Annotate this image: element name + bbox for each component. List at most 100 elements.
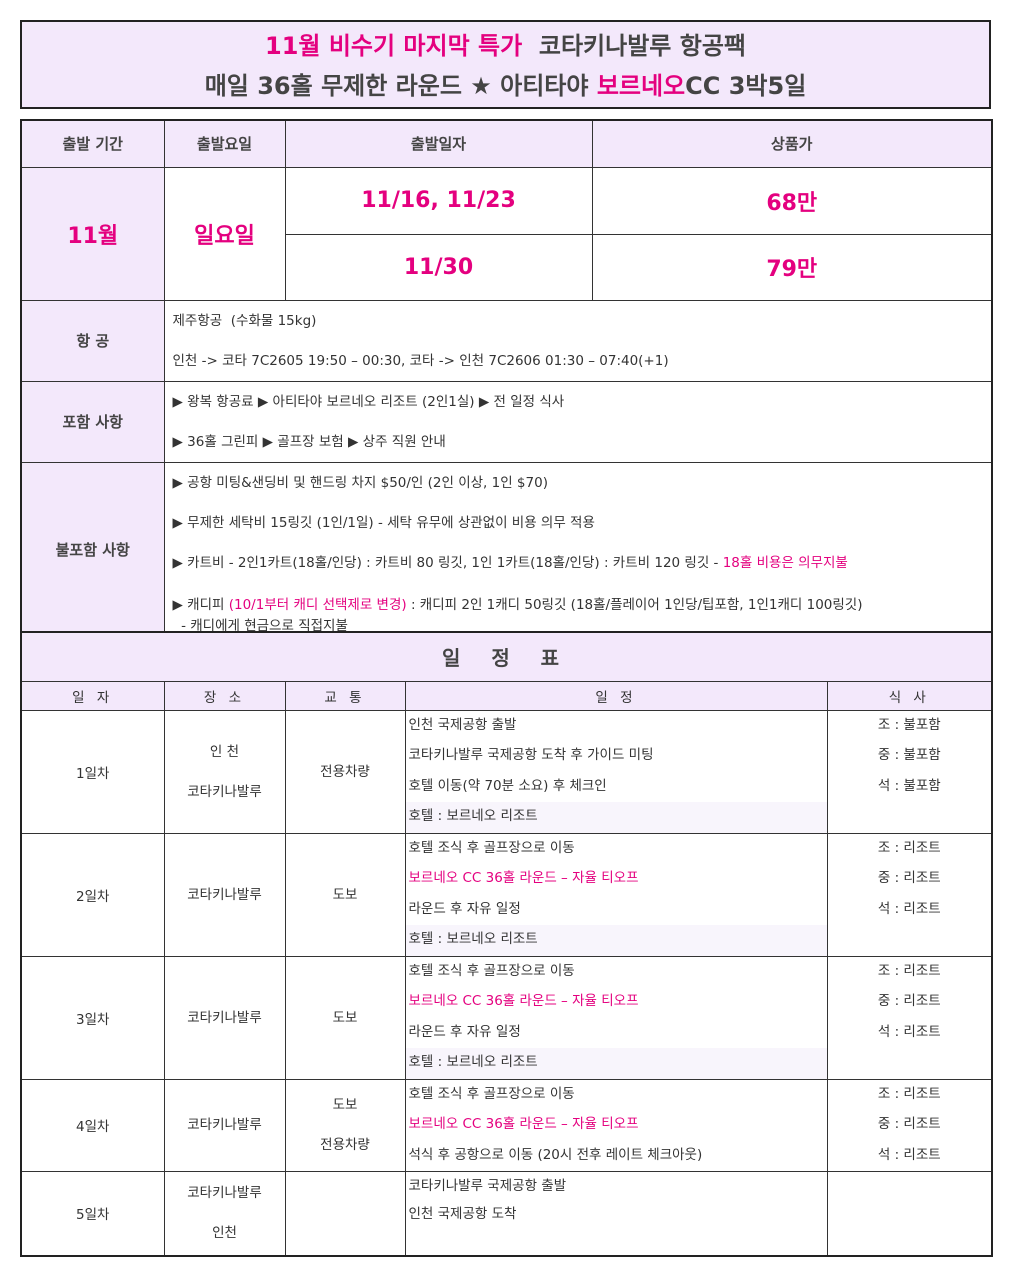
itinerary-item: 인천 국제공항 출발 [408,716,517,733]
departure-dates: 11/30 [284,233,593,301]
meal: 조 : 불포함 [877,716,941,733]
meals-cell: 조 : 리조트 중 : 리조트 석 : 리조트 [826,955,993,1080]
day-cell: 4일차 [20,1078,165,1172]
info-line: ▶ 카트비 - 2인1카트(18홀/인당) : 카트비 80 링깃, 1인 1카… [173,543,984,583]
schedule-header: 일 자 [20,680,165,711]
text-segment: ▶ 왕복 항공료 ▶ 아티타야 보르네오 리조트 (2인1실) ▶ 전 일정 식… [172,393,565,410]
departure-dates: 11/16, 11/23 [284,166,593,235]
meals-cell: 조 : 리조트 중 : 리조트 석 : 리조트 [826,1078,993,1172]
header-price: 상품가 [591,119,993,168]
section-label: 항 공 [20,299,165,382]
meal: 중 : 불포함 [877,747,941,763]
highlight-text: 11월 비수기 마지막 특가 [265,32,523,60]
itinerary-item: 보르네오 CC 36홀 라운드 – 자율 티오프 [408,993,639,1009]
weekday-value: 일요일 [163,166,286,301]
info-line: ▶ 왕복 항공료 ▶ 아티타야 보르네오 리조트 (2인1실) ▶ 전 일정 식… [173,382,984,422]
schedule-title: 일 정 표 [20,631,993,682]
place: 코타키나발루 [187,1185,262,1202]
place: 코타키나발루 [187,886,262,903]
section-content: ▶ 왕복 항공료 ▶ 아티타야 보르네오 리조트 (2인1실) ▶ 전 일정 식… [163,380,993,463]
day-cell: 3일차 [20,955,165,1080]
itinerary-item: 코타키나발루 국제공항 도착 후 가이드 미팅 [408,747,654,763]
text-segment: 제주항공 (수화물 15kg) [172,312,317,329]
meal: 조 : 리조트 [877,962,941,979]
meal: 중 : 리조트 [877,993,941,1009]
meal: 석 : 리조트 [877,1146,941,1163]
itinerary-item: 보르네오 CC 36홀 라운드 – 자율 티오프 [408,870,639,886]
transport-cell: 도보 [284,832,406,957]
meal: 중 : 리조트 [877,870,941,886]
schedule-row: 2일차 코타키나발루 도보 호텔 조식 후 골프장으로 이동 보르네오 CC 36홀 라… [20,832,993,957]
header-weekday: 출발요일 [163,119,286,168]
place: 코타키나발루 [187,1117,262,1134]
itinerary-item: 석식 후 공항으로 이동 (20시 전후 레이트 체크아웃) [408,1146,703,1163]
price-table: 출발 기간 출발요일 출발일자 상품가 11월 일요일 11/16, 11/23… [20,119,993,639]
text-segment: ▶ 공항 미팅&샌딩비 및 핸드링 차지 $50/인 (2인 이상, 1인 $7… [172,474,548,491]
text-segment: 코타키나발루 항공팩 [522,32,746,60]
promo-title: 11월 비수기 마지막 특가 코타키나발루 항공팩 매일 36홀 무제한 라운드… [20,20,991,109]
place-cell: 코타키나발루 [163,955,286,1080]
info-line: ▶ 무제한 세탁비 15링깃 (1인/1일) - 세탁 유무에 상관없이 비용 … [173,503,984,543]
meal: 석 : 리조트 [877,900,941,917]
schedule-header: 장 소 [163,680,286,711]
text-segment: 인천 -> 코타 7C2605 19:50 – 00:30, 코타 -> 인천 … [172,352,669,369]
section-label: 포함 사항 [20,380,165,463]
place: 코타키나발루 [187,783,262,800]
text-segment: CC 3박5일 [685,72,807,100]
header-period: 출발 기간 [20,119,165,168]
schedule-row: 5일차 코타키나발루 인천 코타키나발루 국제공항 출발 인천 국제공항 도착 [20,1171,993,1256]
highlight-text: 보르네오 [596,72,686,100]
section-content: 제주항공 (수화물 15kg) 인천 -> 코타 7C2605 19:50 – 0… [163,299,993,382]
place-cell: 코타키나발루 [163,1078,286,1172]
title-line-2: 매일 36홀 무제한 라운드 ★ 아티타야 보르네오CC 3박5일 [22,66,989,106]
text-segment: ▶ 무제한 세탁비 15링깃 (1인/1일) - 세탁 유무에 상관없이 비용 … [172,514,595,531]
itinerary-item: 인천 국제공항 도착 [408,1206,517,1222]
transport-cell: 도보 [284,955,406,1080]
highlight-text: 18홀 비용은 의무지불 [722,554,848,571]
schedule-row: 4일차 코타키나발루 도보 전용차량 호텔 조식 후 골프장으로 이동 보르네오 CC 3… [20,1078,993,1172]
itinerary-item: 호텔 조식 후 골프장으로 이동 [408,1085,575,1102]
info-line: 인천 -> 코타 7C2605 19:50 – 00:30, 코타 -> 인천 … [173,341,984,381]
itinerary-item: 보르네오 CC 36홀 라운드 – 자율 티오프 [408,1116,639,1132]
schedule-header: 일 정 [404,680,828,711]
section-content: ▶ 공항 미팅&샌딩비 및 핸드링 차지 $50/인 (2인 이상, 1인 $7… [163,461,993,638]
info-line: 제주항공 (수화물 15kg) [173,301,984,341]
meal: 조 : 리조트 [877,839,941,856]
transport: 도보 [332,886,358,903]
itinerary-item: 호텔 : 보르네오 리조트 [405,1048,827,1079]
place-cell: 인 천 코타키나발루 [163,709,286,834]
place-cell: 코타키나발루 [163,832,286,957]
title-line-1: 11월 비수기 마지막 특가 코타키나발루 항공팩 [22,26,989,66]
itinerary-item: 라운드 후 자유 일정 [408,1023,521,1040]
itinerary-item: 호텔 : 보르네오 리조트 [405,925,827,956]
text-segment: : 캐디피 2인 1캐디 50링깃 (18홀/플레이어 1인당/팁포함, 1인1… [406,596,863,613]
itinerary-item: 호텔 : 보르네오 리조트 [405,802,827,833]
meal: 중 : 리조트 [877,1116,941,1132]
transport: 도보 [332,1097,358,1114]
transport-cell [284,1171,406,1256]
transport-cell: 전용차량 [284,709,406,834]
itinerary-item: 호텔 조식 후 골프장으로 이동 [408,962,575,979]
itinerary-item: 코타키나발루 국제공항 출발 [408,1178,567,1194]
text-segment: ▶ 카트비 - 2인1카트(18홀/인당) : 카트비 80 링깃, 1인 1카… [172,554,723,571]
schedule-row: 1일차 인 천 코타키나발루 전용차량 인천 국제공항 출발 코타키나발루 국제공항 도착… [20,709,993,834]
highlight-text: (10/1부터 캐디 선택제로 변경) [228,596,407,613]
transport: 전용차량 [320,1137,370,1154]
itinerary-cell: 인천 국제공항 출발 코타키나발루 국제공항 도착 후 가이드 미팅 호텔 이동(약… [404,709,828,834]
meals-cell: 조 : 불포함 중 : 불포함 석 : 불포함 [826,709,993,834]
text-segment: ▶ 36홀 그린피 ▶ 골프장 보험 ▶ 상주 직원 안내 [172,433,446,450]
text-segment: - 캐디에게 현금으로 직접지불 [172,617,348,634]
info-line: ▶ 공항 미팅&샌딩비 및 핸드링 차지 $50/인 (2인 이상, 1인 $7… [173,463,984,503]
info-line: ▶ 36홀 그린피 ▶ 골프장 보험 ▶ 상주 직원 안내 [173,422,984,462]
section-label: 불포함 사항 [20,461,165,638]
place: 코타키나발루 [187,1009,262,1026]
itinerary-item: 라운드 후 자유 일정 [408,900,521,917]
transport: 전용차량 [320,763,370,780]
place: 인천 [212,1225,237,1242]
day-cell: 2일차 [20,832,165,957]
